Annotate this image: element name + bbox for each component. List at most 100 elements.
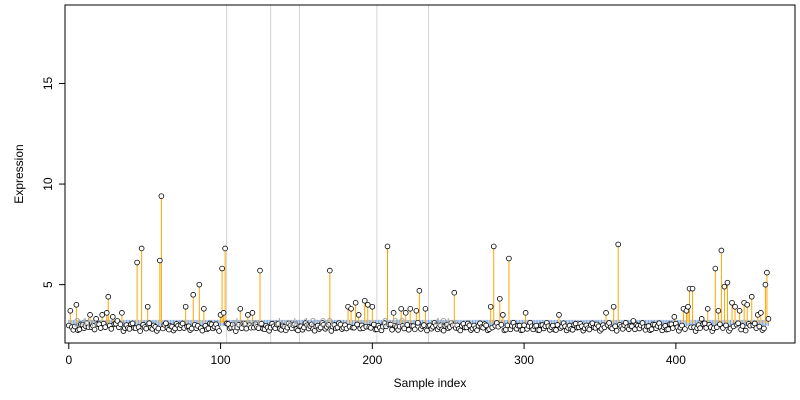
data-point (364, 301, 371, 308)
data-point (682, 326, 688, 332)
data-point (519, 327, 526, 333)
data-point (556, 312, 562, 318)
data-point (762, 281, 769, 288)
data-point (764, 269, 770, 276)
data-point (522, 310, 529, 316)
data-point (665, 326, 672, 332)
data-point (134, 259, 140, 266)
x-tick-label: 100 (211, 353, 231, 367)
data-point (222, 245, 228, 252)
data-point (119, 310, 125, 316)
data-point (748, 293, 755, 300)
data-point (498, 321, 505, 328)
data-point (765, 316, 772, 322)
data-point (87, 312, 93, 318)
data-point (110, 314, 116, 320)
data-point (715, 308, 722, 314)
data-point (369, 303, 376, 310)
data-point (257, 267, 263, 274)
data-point (421, 322, 427, 328)
data-point (536, 327, 543, 333)
data-point (553, 327, 559, 333)
data-point (201, 305, 207, 312)
data-point (742, 327, 749, 334)
y-tick-label: 10 (41, 177, 55, 191)
data-point (179, 320, 186, 327)
data-point (67, 308, 74, 314)
data-point (199, 327, 206, 334)
data-point (412, 326, 418, 333)
data-point (603, 310, 609, 316)
data-point (744, 301, 750, 308)
data-point (137, 328, 143, 334)
data-point (413, 308, 420, 314)
data-point (761, 325, 767, 332)
data-point (732, 303, 738, 310)
data-point (146, 320, 153, 327)
data-point (93, 316, 99, 322)
data-point (712, 265, 719, 272)
region-label: dusk (274, 315, 300, 329)
x-tick-label: 200 (362, 353, 382, 367)
x-axis-title: Sample index (394, 376, 467, 390)
data-point (407, 305, 414, 312)
data-point (497, 295, 503, 302)
data-point (108, 326, 115, 332)
data-point (143, 325, 149, 332)
region-dividers (226, 5, 429, 343)
data-point (697, 325, 703, 331)
data-point (422, 305, 429, 312)
data-point (73, 301, 80, 308)
data-point (474, 327, 480, 334)
data-point (129, 320, 136, 327)
data-point (182, 303, 189, 310)
data-point (724, 279, 731, 286)
data-point (402, 310, 409, 316)
region-label: 0:00 (382, 315, 406, 329)
data-point (371, 321, 377, 328)
data-point (138, 245, 145, 252)
data-point (99, 312, 105, 318)
data-point (97, 325, 104, 331)
data-point (219, 265, 225, 272)
data-point (415, 319, 421, 326)
data-point (721, 283, 728, 290)
data-point (114, 318, 121, 324)
data-point (648, 326, 655, 333)
data-point (615, 241, 621, 248)
data-point (249, 310, 256, 316)
data-point (157, 257, 163, 264)
data-point (196, 281, 203, 288)
data-point (404, 322, 411, 328)
data-point (685, 303, 691, 310)
region-labels: 24hr dawn dusk 12:00 0:00 48hr (74, 315, 458, 329)
data-point (689, 285, 696, 292)
region-label: 12:00 (303, 315, 333, 329)
data-point (245, 312, 251, 318)
data-point (355, 312, 362, 318)
y-tick-label: 5 (41, 281, 55, 288)
data-point (612, 323, 618, 330)
data-point (416, 287, 423, 294)
data-point (237, 305, 244, 312)
data-point (756, 323, 763, 330)
data-point (739, 323, 746, 329)
data-point (105, 293, 112, 300)
data-point (348, 305, 354, 312)
data-point (671, 314, 678, 320)
data-point (155, 325, 162, 332)
data-point (275, 321, 282, 327)
data-point (72, 323, 78, 330)
data-point (704, 305, 711, 312)
data-point (610, 303, 617, 310)
axes: 0 100 200 300 400 5 10 15 (41, 76, 686, 367)
data-point (91, 326, 98, 333)
data-point (352, 299, 359, 306)
data-point (717, 321, 723, 328)
data-point (490, 243, 497, 250)
data-point (670, 325, 676, 331)
data-point (500, 312, 506, 318)
region-label: dawn (232, 315, 261, 329)
data-point (735, 320, 741, 327)
data-point (729, 299, 735, 306)
